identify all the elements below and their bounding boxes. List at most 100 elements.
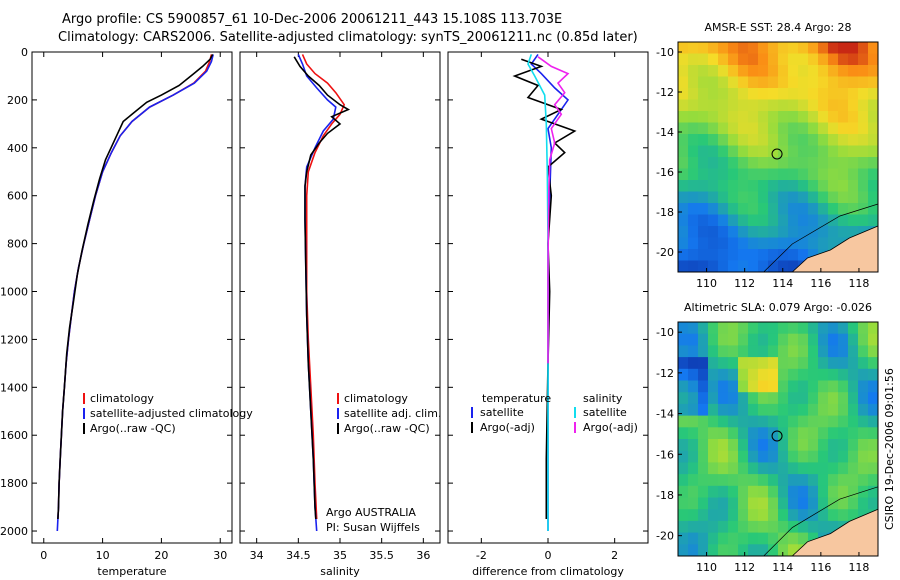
map-cell [798, 368, 809, 381]
map-cell [728, 99, 739, 112]
map-cell [808, 345, 819, 358]
x-tick-label: 116 [810, 277, 831, 290]
map-cell [748, 191, 759, 204]
map-cell [858, 333, 869, 346]
map-cell [798, 134, 809, 146]
map-cell [758, 260, 769, 273]
map-cell [858, 392, 869, 405]
map-cell [758, 42, 769, 54]
map-cell [708, 474, 719, 487]
legend-entry: satellite adj. clim. [344, 407, 441, 420]
y-tick-label: 400 [7, 142, 28, 155]
map-cell [678, 403, 689, 417]
map-cell [788, 65, 799, 77]
map-cell [788, 485, 799, 498]
map-cell [728, 485, 739, 498]
map-cell [768, 474, 779, 487]
map-cell [738, 226, 749, 238]
map-cell [698, 392, 709, 405]
map-cell [688, 134, 699, 146]
map-cell [838, 88, 849, 100]
map-cell [678, 345, 689, 358]
map-cell [718, 450, 729, 463]
map-cell [728, 322, 739, 335]
map-cell [728, 237, 739, 250]
map-cell [748, 333, 759, 346]
map-cell [708, 42, 719, 54]
map-cell [788, 53, 799, 66]
map-cell [738, 168, 749, 181]
map-cell [698, 427, 709, 440]
map-cell [748, 520, 759, 534]
map-cell [798, 333, 809, 346]
map-cell [848, 180, 859, 192]
map-cell [788, 260, 799, 273]
map-cell [678, 157, 689, 169]
map-cell [848, 439, 859, 452]
map-cell [738, 76, 749, 89]
map-cell [858, 474, 869, 487]
map-cell [808, 168, 819, 181]
map-cell [808, 380, 819, 393]
map-cell [868, 76, 879, 89]
map-cell [748, 450, 759, 463]
map-cell [728, 450, 739, 463]
map-cell [848, 214, 859, 227]
map-cell [768, 99, 779, 112]
map-cell [848, 368, 859, 381]
map-cell [678, 53, 689, 66]
map-cell [738, 145, 749, 158]
map-cell [788, 333, 799, 346]
map-cell [708, 345, 719, 358]
map-cell [868, 368, 879, 381]
map-cell [828, 509, 839, 522]
map-cell [818, 427, 829, 440]
map-cell [708, 509, 719, 522]
map-cell [768, 203, 779, 215]
map-cell [708, 145, 719, 158]
map-cell [738, 462, 749, 475]
map-cell [798, 99, 809, 112]
map-cell [768, 322, 779, 335]
annotation-text: PI: Susan Wijffels [326, 521, 420, 534]
map-cell [728, 88, 739, 100]
map-cell [818, 485, 829, 498]
map-cell [778, 65, 789, 77]
map-cell [748, 42, 759, 54]
map-cell [698, 333, 709, 346]
map-cell [828, 88, 839, 100]
y-tick-label: -20 [656, 530, 674, 543]
map-cell [768, 168, 779, 181]
map-cell [868, 191, 879, 204]
map-cell [708, 520, 719, 534]
x-tick-label: 0 [545, 549, 552, 562]
map-cell [838, 191, 849, 204]
map-cell [798, 203, 809, 215]
map-cell [738, 122, 749, 135]
map-cell [868, 88, 879, 100]
map-cell [798, 532, 809, 545]
map-cell [838, 333, 849, 346]
map-cell [818, 497, 829, 510]
map-cell [828, 474, 839, 487]
map-cell [678, 65, 689, 77]
map-cell [718, 214, 729, 227]
map-cell [748, 497, 759, 510]
map-cell [788, 345, 799, 358]
map-cell [838, 53, 849, 66]
map-cell [748, 403, 759, 417]
map-cell [688, 260, 699, 273]
map-cell [768, 226, 779, 238]
map-cell [828, 145, 839, 158]
map-cell [858, 380, 869, 393]
map-cell [828, 214, 839, 227]
map-cell [848, 76, 859, 89]
map-cell [748, 214, 759, 227]
map-cell [718, 345, 729, 358]
map-cell [698, 439, 709, 452]
map-cell [868, 439, 879, 452]
map-cell [838, 415, 849, 428]
map-cell [838, 99, 849, 112]
map-cell [778, 357, 789, 370]
map-cell [858, 403, 869, 417]
